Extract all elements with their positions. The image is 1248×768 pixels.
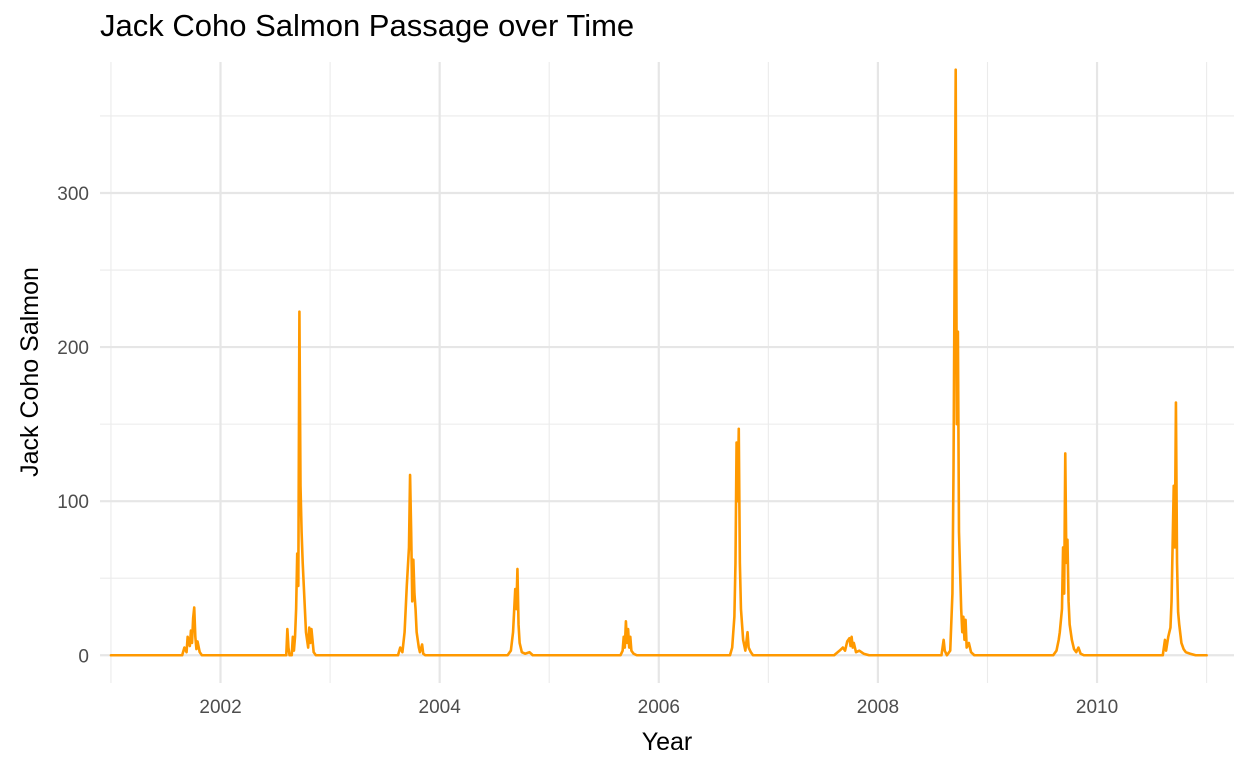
- x-tick-label: 2002: [199, 697, 241, 718]
- tick-layer: 2002 2004 2006 2008 2010 0 100 200 300: [57, 184, 1118, 718]
- y-tick-label: 300: [57, 184, 89, 205]
- y-tick-label: 100: [57, 492, 89, 513]
- y-axis-title: Jack Coho Salmon: [16, 267, 44, 477]
- series-line: [109, 68, 1208, 657]
- x-tick-label: 2006: [638, 697, 680, 718]
- y-tick-label: 0: [78, 646, 89, 667]
- x-tick-label: 2010: [1076, 697, 1118, 718]
- x-axis-title: Year: [642, 728, 693, 756]
- x-tick-label: 2008: [857, 697, 899, 718]
- y-tick-label: 200: [57, 338, 89, 359]
- series-layer: [109, 68, 1208, 657]
- chart-title: Jack Coho Salmon Passage over Time: [100, 8, 635, 43]
- x-tick-label: 2004: [419, 697, 462, 718]
